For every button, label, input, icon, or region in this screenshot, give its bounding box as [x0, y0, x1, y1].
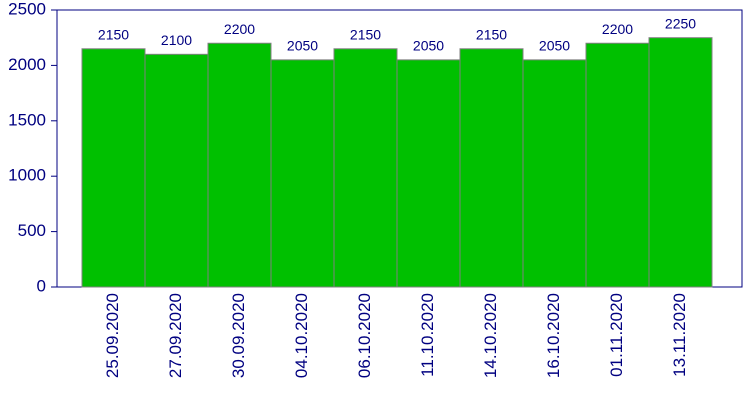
x-tick-label: 16.10.2020: [544, 293, 563, 378]
bar: [81, 48, 146, 288]
bar: [522, 59, 587, 288]
value-label: 2050: [287, 38, 318, 54]
bar: [144, 53, 209, 288]
value-label: 2250: [665, 15, 696, 31]
x-tick-label: 06.10.2020: [355, 293, 374, 378]
y-tick-label: 1500: [8, 110, 46, 129]
bar: [648, 37, 713, 288]
bar: [396, 59, 461, 288]
x-tick-label: 13.11.2020: [670, 293, 689, 377]
y-tick-label: 2000: [8, 55, 46, 74]
x-tick-label: 30.09.2020: [229, 293, 248, 378]
x-tick-label: 14.10.2020: [481, 293, 500, 378]
value-label: 2100: [161, 32, 192, 48]
value-label: 2150: [476, 26, 507, 42]
x-tick-label: 11.10.2020: [418, 293, 437, 377]
x-tick-label: 01.11.2020: [607, 293, 626, 377]
bar: [270, 59, 335, 288]
value-label: 2050: [539, 38, 570, 54]
x-tick-label: 04.10.2020: [292, 293, 311, 378]
y-tick-label: 1000: [8, 166, 46, 185]
y-tick-label: 500: [18, 221, 46, 240]
bar: [585, 42, 650, 288]
y-tick-label: 2500: [8, 0, 46, 18]
x-tick-label: 27.09.2020: [166, 293, 185, 378]
value-label: 2200: [224, 21, 255, 37]
bar: [333, 48, 398, 288]
y-tick-label: 0: [37, 276, 46, 295]
value-label: 2150: [98, 26, 129, 42]
value-label: 2200: [602, 21, 633, 37]
bar: [207, 42, 272, 288]
x-tick-label: 25.09.2020: [103, 293, 122, 378]
value-label: 2150: [350, 26, 381, 42]
value-label: 2050: [413, 38, 444, 54]
bar: [459, 48, 524, 288]
